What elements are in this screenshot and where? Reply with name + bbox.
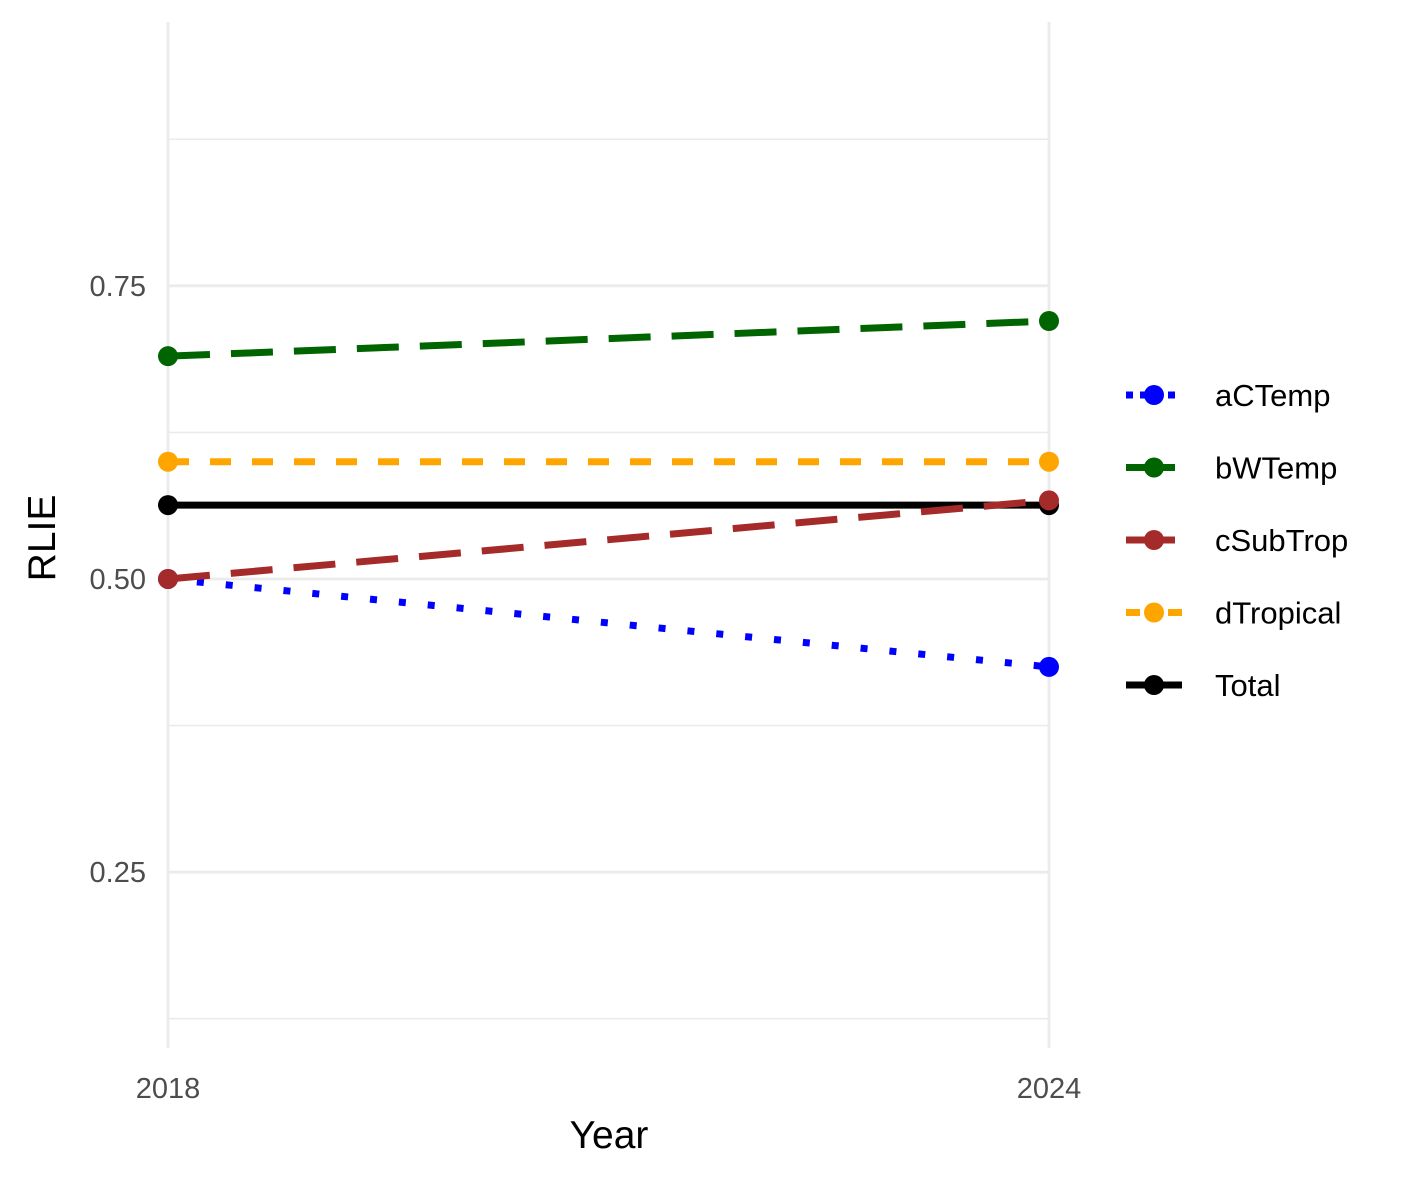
legend-key-point-cSubTrop	[1144, 530, 1164, 550]
series-point-cSubTrop	[158, 568, 178, 589]
legend-label-aCTemp: aCTemp	[1215, 378, 1330, 413]
y-tick-label: 0.25	[90, 857, 146, 889]
y-tick-label: 0.75	[90, 271, 146, 303]
series-point-dTropical	[1039, 451, 1059, 472]
y-tick-label: 0.50	[90, 564, 146, 596]
legend-label-bWTemp: bWTemp	[1215, 451, 1337, 486]
x-tick-label: 2018	[136, 1073, 201, 1105]
legend-key-point-Total	[1144, 675, 1164, 695]
legend-key-point-bWTemp	[1144, 457, 1164, 478]
axis-layer: 0.25 0.50 0.75 2018 2024	[90, 271, 1082, 1105]
series-point-aCTemp	[1039, 656, 1059, 677]
legend-label-dTropical: dTropical	[1215, 596, 1341, 631]
legend: aCTemp bWTemp cSubTrop dTropical Total	[1126, 378, 1348, 703]
x-tick-label: 2024	[1017, 1073, 1082, 1105]
series-line-bWTemp	[167, 317, 1050, 360]
series-layer	[158, 311, 1059, 677]
series-line-cSubTrop	[167, 496, 1050, 583]
legend-key-point-aCTemp	[1144, 385, 1164, 405]
series-point-bWTemp	[158, 346, 178, 367]
series-point-bWTemp	[1039, 311, 1059, 332]
grid-layer	[166, 22, 1051, 1048]
series-point-Total	[158, 495, 178, 516]
y-axis-title: RLIE	[21, 495, 64, 582]
legend-key-point-dTropical	[1144, 602, 1164, 623]
series-point-dTropical	[158, 451, 178, 472]
series-point-cSubTrop	[1039, 490, 1059, 511]
legend-label-Total: Total	[1215, 668, 1280, 703]
legend-label-cSubTrop: cSubTrop	[1215, 523, 1348, 558]
series-line-aCTemp	[167, 575, 1050, 671]
x-axis-title: Year	[570, 1114, 649, 1157]
